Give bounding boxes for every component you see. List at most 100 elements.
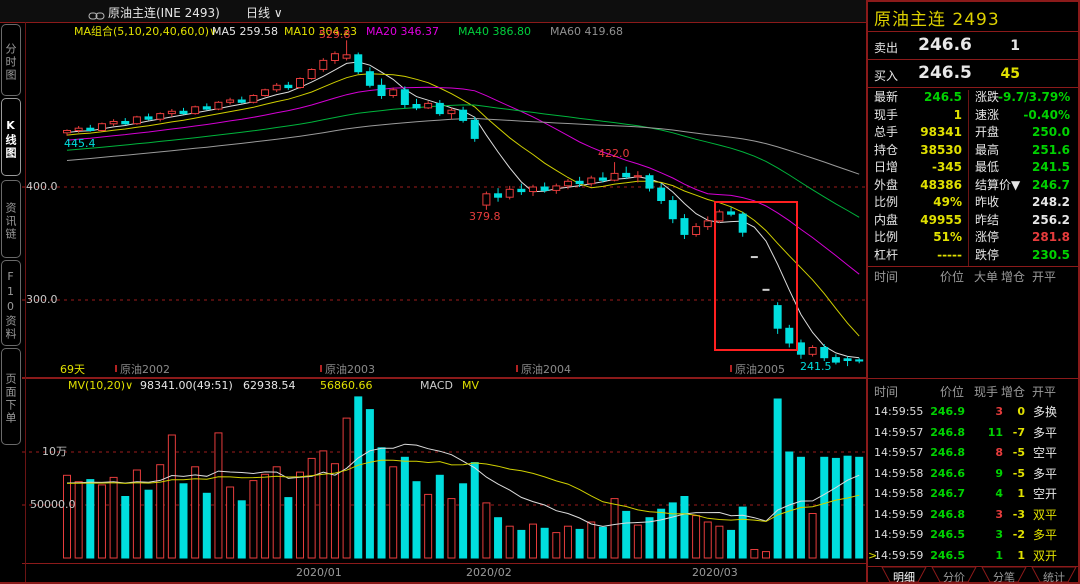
divider-line: [0, 582, 1080, 584]
down-candle: [435, 102, 444, 115]
trade-price: 246.9: [930, 405, 965, 418]
volume-bar: [307, 457, 316, 559]
contract-title: 原油主连 2493: [874, 10, 1000, 30]
ma-legend-item: MA5 259.58: [212, 25, 278, 38]
up-candle: [552, 185, 561, 191]
volume-bar: [540, 527, 549, 559]
up-candle: [97, 123, 106, 131]
trade-time: 14:59:57: [874, 426, 924, 439]
volume-bar: [354, 396, 363, 559]
sidebar-tab-news[interactable]: 资讯链: [1, 180, 21, 258]
volume-bar: [389, 466, 398, 559]
tab-label: 分价: [943, 571, 965, 584]
quote-label: 开盘: [975, 125, 1000, 139]
volume-bar: [494, 517, 503, 559]
down-candle: [400, 89, 409, 106]
trade-price: 246.7: [930, 487, 965, 500]
tab-by-price[interactable]: 分价: [930, 566, 978, 584]
up-candle: [808, 347, 817, 355]
trade-price: 246.5: [930, 549, 965, 562]
up-candle: [424, 102, 433, 109]
tab-detail[interactable]: 明细: [880, 566, 928, 584]
up-candle: [529, 186, 537, 192]
trade-position-change: -7: [1012, 426, 1025, 439]
volume-bar: [365, 409, 374, 559]
volume-legend-item: 62938.54: [243, 379, 296, 392]
quote-value: 98341: [920, 125, 962, 139]
up-candle: [692, 226, 701, 236]
down-candle: [86, 127, 95, 131]
volume-chart-pane[interactable]: [22, 390, 866, 563]
quote-label: 比例: [874, 230, 899, 244]
down-candle: [855, 359, 864, 362]
bid-row[interactable]: 买入 246.5 45: [868, 60, 1080, 88]
trade-direction: 多换: [1033, 405, 1058, 419]
sidebar-tab-kline[interactable]: K线图: [1, 98, 21, 176]
bid-qty: 45: [1000, 66, 1020, 82]
trade-qty: 3: [995, 508, 1003, 521]
quote-value: 246.5: [924, 90, 962, 104]
volume-bar: [668, 502, 677, 559]
sidebar-tab-page-order[interactable]: 页面下单: [1, 348, 21, 445]
trade-price: 246.8: [930, 426, 965, 439]
tab-stats[interactable]: 统计: [1030, 566, 1078, 584]
trade-price: 246.8: [930, 508, 965, 521]
volume-bar: [330, 463, 339, 559]
divider-line: [968, 90, 969, 266]
volume-bar: [470, 462, 479, 559]
up-candle: [482, 193, 491, 206]
up-candle: [226, 99, 235, 103]
candlestick-svg[interactable]: [22, 22, 866, 377]
up-candle: [156, 113, 165, 120]
period-dropdown[interactable]: 日线 ∨: [246, 4, 283, 21]
volume-bar: [680, 496, 689, 559]
volume-bar: [424, 493, 433, 559]
volume-bar: [727, 529, 736, 559]
trade-direction: 多平: [1033, 467, 1058, 481]
volume-bar: [575, 528, 584, 559]
quote-label: 跌停: [975, 248, 1000, 262]
volume-bar: [831, 457, 840, 559]
up-candle: [633, 175, 642, 178]
down-candle: [645, 175, 654, 189]
sidebar-tab-f10[interactable]: F10资料: [1, 260, 21, 346]
contract-label: 原油2003: [325, 363, 375, 376]
volume-bar: [132, 469, 141, 559]
quote-label: 涨停: [975, 230, 1000, 244]
volume-bar: [808, 513, 817, 559]
down-candle: [540, 186, 549, 191]
down-candle: [622, 172, 631, 178]
volume-bar: [86, 479, 95, 559]
tab-label: 统计: [1043, 571, 1065, 584]
contract-label: 原油2005: [735, 363, 785, 376]
trade-qty: 3: [995, 528, 1003, 541]
volume-svg[interactable]: [22, 390, 866, 563]
up-candle: [261, 89, 270, 97]
down-candle: [668, 200, 677, 220]
volume-bar: [703, 521, 712, 559]
up-candle: [330, 53, 339, 62]
table-header-cell: 现手: [974, 385, 999, 399]
sidebar-tab-time-chart[interactable]: 分时图: [1, 24, 21, 96]
candlestick-chart-pane[interactable]: [22, 22, 866, 377]
volume-bar: [74, 481, 83, 559]
quote-label: 内盘: [874, 213, 899, 227]
link-icon[interactable]: [88, 6, 105, 25]
quote-panel: 原油主连 2493 卖出 246.6 1 买入 246.5 45 最新 246.5…: [868, 0, 1080, 584]
current-row-marker: >: [868, 549, 878, 562]
volume-bar: [400, 456, 409, 559]
volume-bar: [762, 551, 770, 559]
table-header-cell: 价位: [940, 270, 965, 284]
down-candle: [843, 358, 852, 361]
quote-label: 总手: [874, 125, 899, 139]
volume-bar: [121, 496, 130, 559]
volume-bar: [261, 473, 270, 559]
divider-line: [866, 0, 868, 584]
volume-bar: [517, 529, 526, 559]
mv10-line: [66, 443, 860, 527]
ask-row[interactable]: 卖出 246.6 1: [868, 32, 1080, 60]
trade-direction: 空开: [1033, 487, 1058, 501]
volume-bar: [412, 481, 421, 559]
tab-by-trade[interactable]: 分笔: [980, 566, 1028, 584]
price-annotation: 422.0: [598, 147, 630, 160]
